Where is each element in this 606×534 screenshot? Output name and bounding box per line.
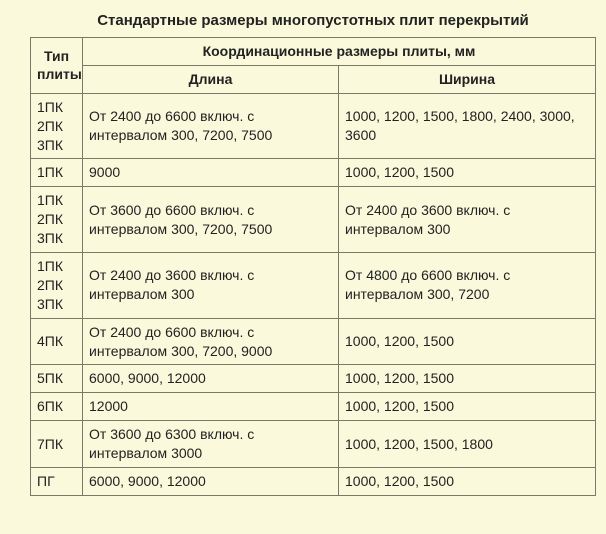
table-row: 1ПК 2ПК 3ПКОт 2400 до 3600 включ. с инте… [31,253,596,319]
cell-type: 1ПК 2ПК 3ПК [31,187,83,253]
cell-width: От 2400 до 3600 включ. с интервалом 300 [339,187,596,253]
cell-type: ПГ [31,468,83,496]
table-row: 6ПК120001000, 1200, 1500 [31,393,596,421]
table-row: 4ПКОт 2400 до 6600 включ. с интервалом 3… [31,318,596,365]
cell-width: 1000, 1200, 1500 [339,318,596,365]
table-row: ПГ6000, 9000, 120001000, 1200, 1500 [31,468,596,496]
cell-length: От 3600 до 6300 включ. с интервалом 3000 [83,421,339,468]
cell-type: 4ПК [31,318,83,365]
cell-length: 6000, 9000, 12000 [83,365,339,393]
header-group: Координационные размеры плиты, мм [83,38,596,66]
cell-width: 1000, 1200, 1500 [339,365,596,393]
cell-length: 6000, 9000, 12000 [83,468,339,496]
cell-width: 1000, 1200, 1500 [339,468,596,496]
table-row: 5ПК6000, 9000, 120001000, 1200, 1500 [31,365,596,393]
cell-width: 1000, 1200, 1500 [339,159,596,187]
header-length: Длина [83,65,339,93]
table-row: 1ПК90001000, 1200, 1500 [31,159,596,187]
cell-length: От 2400 до 3600 включ. с интервалом 300 [83,253,339,319]
cell-length: От 3600 до 6600 включ. с интервалом 300,… [83,187,339,253]
cell-width: 1000, 1200, 1500 [339,393,596,421]
cell-type: 7ПК [31,421,83,468]
cell-width: 1000, 1200, 1500, 1800 [339,421,596,468]
cell-type: 1ПК 2ПК 3ПК [31,253,83,319]
cell-type: 5ПК [31,365,83,393]
cell-width: 1000, 1200, 1500, 1800, 2400, 3000, 3600 [339,93,596,159]
table-row: 1ПК 2ПК 3ПКОт 2400 до 6600 включ. с инте… [31,93,596,159]
header-width: Ширина [339,65,596,93]
header-type: Тип плиты [31,38,83,94]
cell-type: 1ПК 2ПК 3ПК [31,93,83,159]
cell-length: От 2400 до 6600 включ. с интервалом 300,… [83,93,339,159]
table-row: 7ПКОт 3600 до 6300 включ. с интервалом 3… [31,421,596,468]
cell-type: 1ПК [31,159,83,187]
table-body: 1ПК 2ПК 3ПКОт 2400 до 6600 включ. с инте… [31,93,596,495]
cell-length: 12000 [83,393,339,421]
cell-width: От 4800 до 6600 включ. с интервалом 300,… [339,253,596,319]
cell-type: 6ПК [31,393,83,421]
slab-sizes-table: Тип плиты Координационные размеры плиты,… [30,37,596,496]
table-row: 1ПК 2ПК 3ПКОт 3600 до 6600 включ. с инте… [31,187,596,253]
cell-length: 9000 [83,159,339,187]
table-title: Стандартные размеры многопустотных плит … [30,6,596,37]
cell-length: От 2400 до 6600 включ. с интервалом 300,… [83,318,339,365]
